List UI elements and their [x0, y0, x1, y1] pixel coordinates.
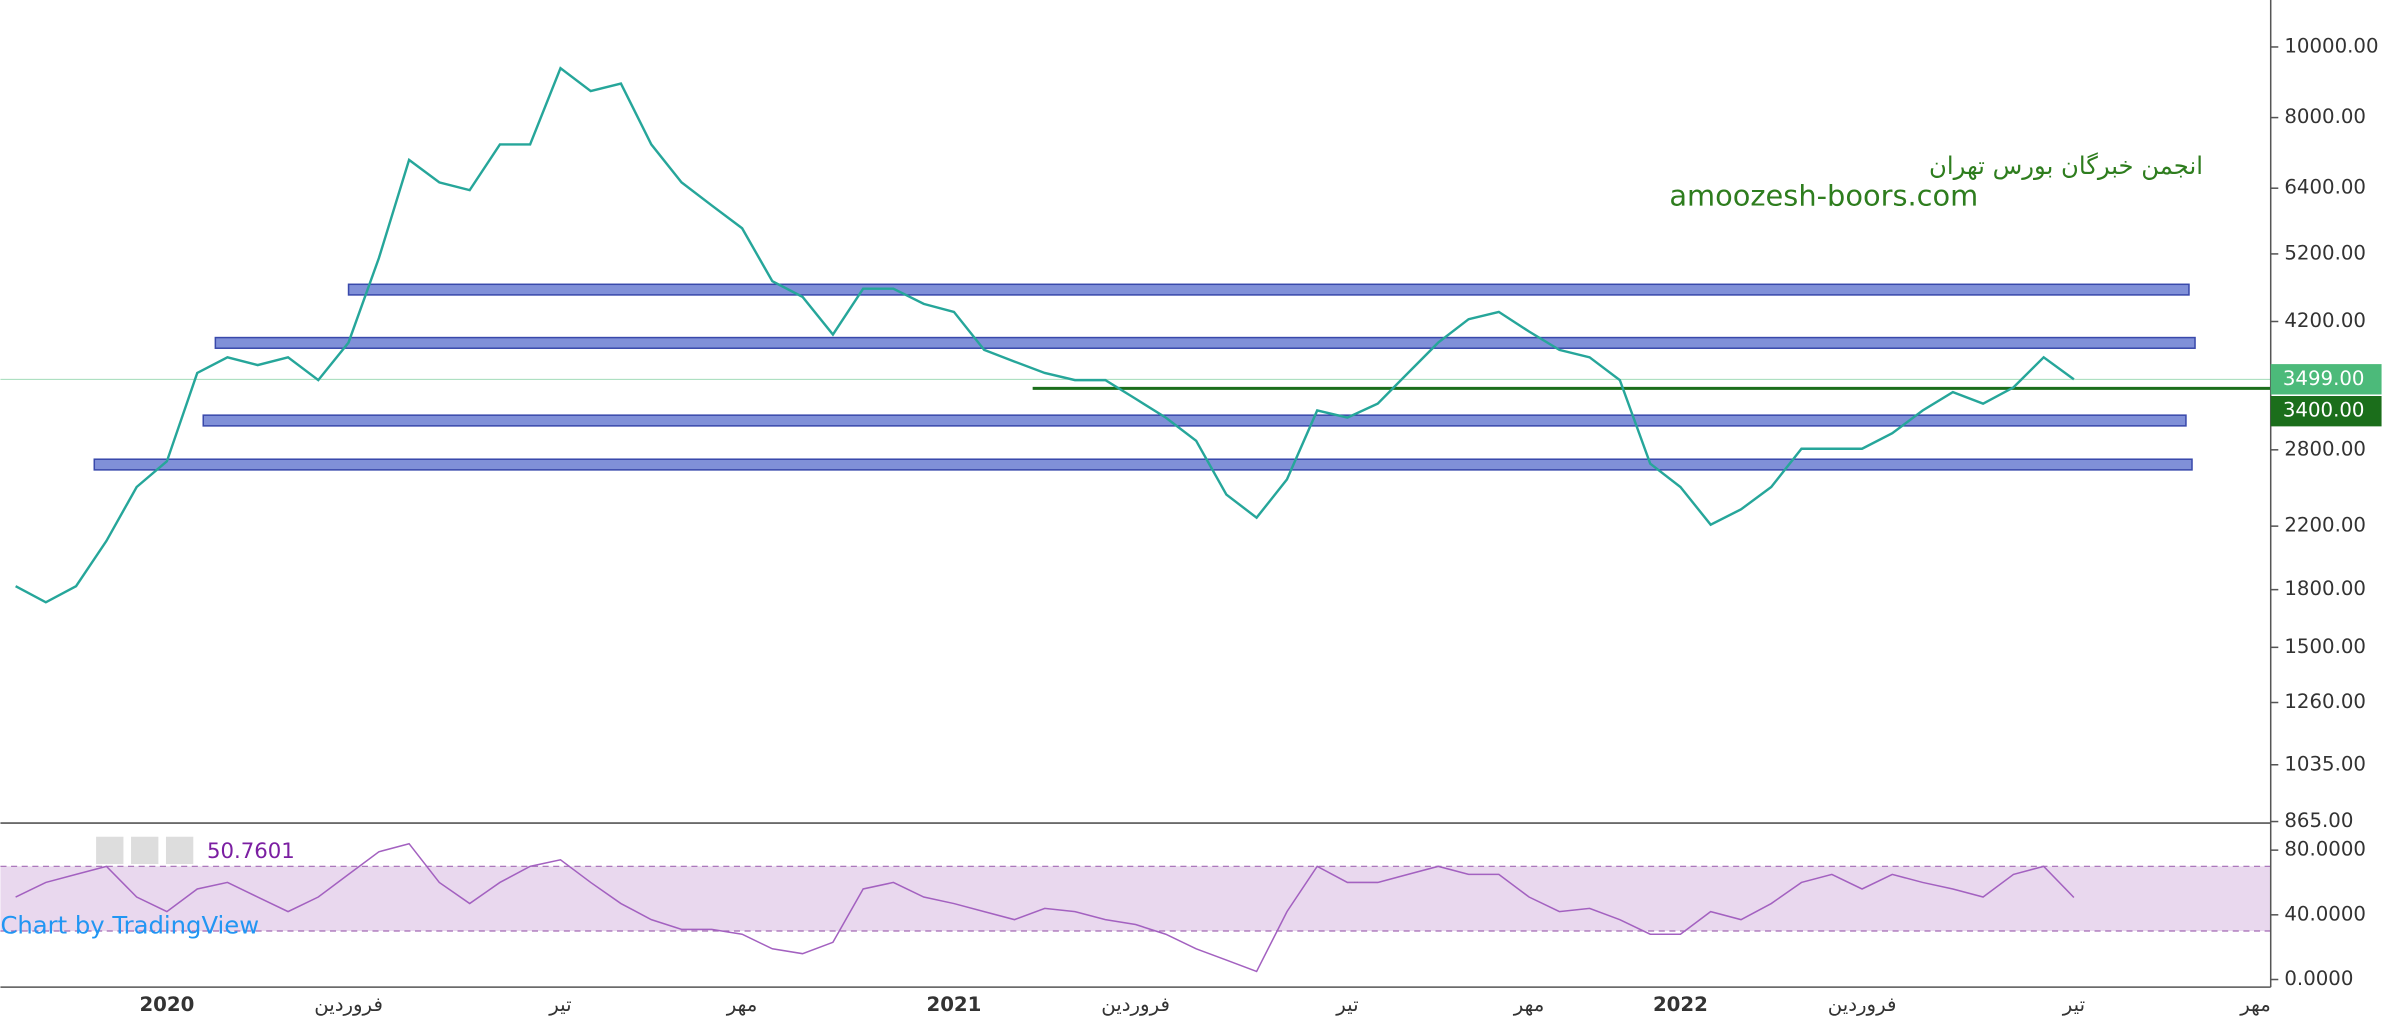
price-line — [15, 66, 2075, 604]
zone — [347, 283, 2190, 296]
rsi-band — [0, 866, 2271, 931]
zone — [202, 414, 2187, 427]
x-tick-label: مهر — [2239, 993, 2271, 1016]
y-tick-label: 5200.00 — [2284, 241, 2366, 264]
settings-button[interactable] — [96, 836, 124, 865]
y-tick-label: 0.0000 — [2284, 967, 2353, 990]
x-tick-label: فروردین — [314, 993, 383, 1016]
price-tag-label: 3400.00 — [2283, 399, 2365, 422]
price-tag-label: 3499.00 — [2283, 367, 2365, 390]
x-tick-label: فروردین — [1101, 993, 1170, 1016]
close-button[interactable] — [165, 836, 194, 865]
pane-controls[interactable] — [96, 836, 194, 865]
rsi-line — [15, 842, 2075, 973]
y-tick-label: 80.0000 — [2284, 838, 2366, 861]
zone — [93, 458, 2193, 471]
x-tick-label: تیر — [2062, 993, 2085, 1016]
y-tick-label: 4200.00 — [2284, 309, 2366, 332]
y-tick-label: 1800.00 — [2284, 577, 2366, 600]
zone — [214, 336, 2196, 349]
y-tick-label: 2800.00 — [2284, 437, 2366, 460]
x-tick-label: مهر — [1513, 993, 1545, 1016]
x-tick-label: 2020 — [139, 993, 194, 1016]
x-tick-label: مهر — [726, 993, 758, 1016]
annotation: انجمن خبرگان بورس تهران — [1929, 151, 2203, 180]
x-tick-label: 2021 — [926, 993, 981, 1016]
x-tick-label: فروردین — [1828, 993, 1897, 1016]
x-tick-label: تیر — [1335, 993, 1358, 1016]
y-tick-label: 1500.00 — [2284, 635, 2366, 658]
y-tick-label: 865.00 — [2284, 809, 2353, 832]
y-tick-label: 40.0000 — [2284, 902, 2366, 925]
x-tick-label: تیر — [548, 993, 571, 1016]
rsi-value-label: 50.7601 — [207, 839, 295, 864]
y-tick-label: 8000.00 — [2284, 105, 2366, 128]
format-button[interactable] — [131, 836, 159, 865]
y-tick-label: 6400.00 — [2284, 176, 2366, 199]
x-tick-label: 2022 — [1653, 993, 1708, 1016]
y-tick-label: 1260.00 — [2284, 690, 2366, 713]
watermark: Chart by TradingView — [0, 910, 259, 939]
y-tick-label: 10000.00 — [2284, 34, 2378, 57]
y-tick-label: 2200.00 — [2284, 514, 2366, 537]
price-tag — [2270, 364, 2382, 395]
price-tag — [2270, 395, 2382, 427]
annotation: amoozesh-boors.com — [1669, 178, 1978, 212]
y-tick-label: 1035.00 — [2284, 752, 2366, 775]
